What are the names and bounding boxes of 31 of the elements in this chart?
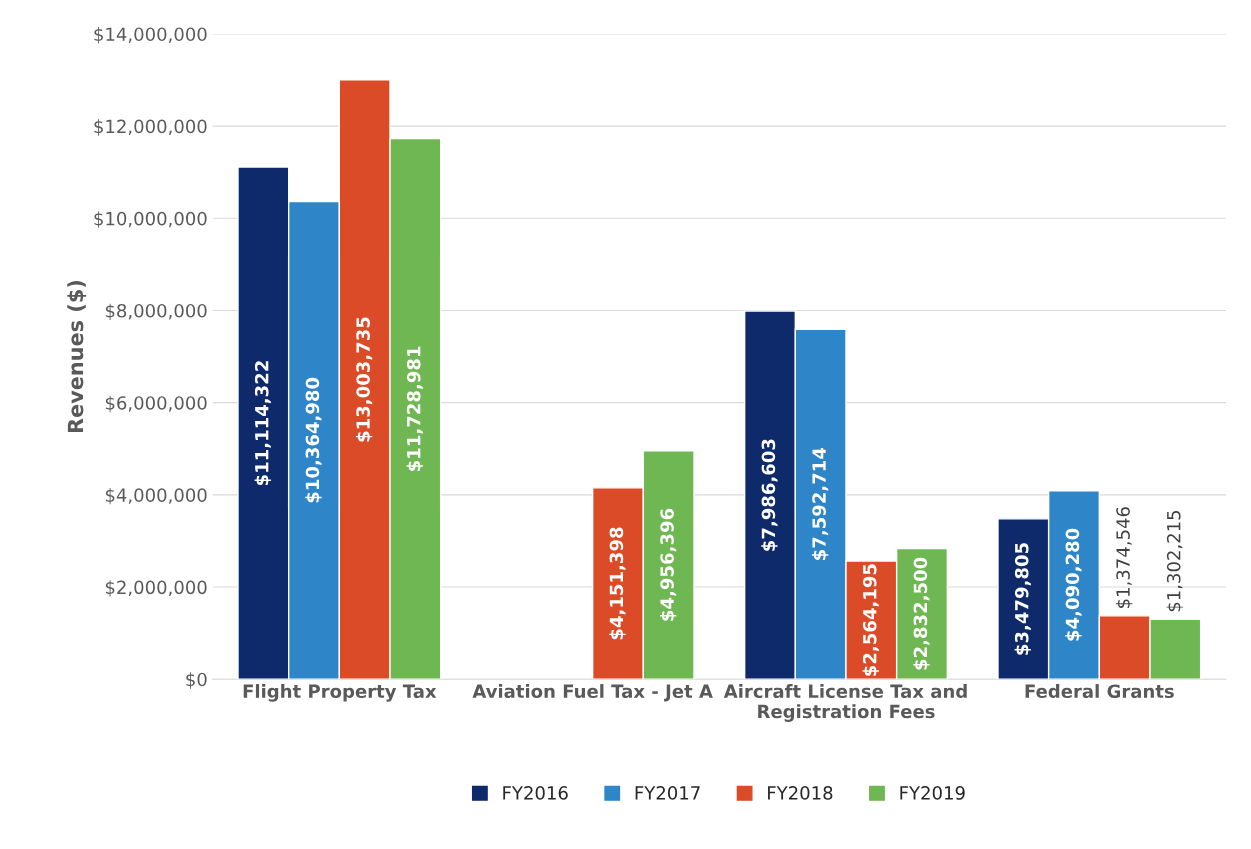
data-label: $1,374,546 bbox=[1115, 507, 1133, 608]
y-tick-label: $12,000,000 bbox=[94, 119, 207, 136]
y-tick-label: $4,000,000 bbox=[105, 487, 207, 505]
data-label: $2,564,195 bbox=[862, 564, 879, 676]
x-tick-label: Federal Grants bbox=[1025, 684, 1174, 699]
y-tick-label: $8,000,000 bbox=[105, 303, 207, 321]
y-tick-label: $2,000,000 bbox=[105, 580, 207, 597]
x-tick-label: Aviation Fuel Tax - Jet A bbox=[472, 684, 713, 702]
legend-label: FY2019 bbox=[900, 786, 965, 800]
data-label: $4,151,398 bbox=[609, 527, 626, 640]
data-label: $11,728,981 bbox=[406, 346, 423, 471]
y-tick-label: $10,000,000 bbox=[94, 211, 207, 228]
legend-label: FY2018 bbox=[768, 786, 833, 800]
data-label: $13,003,735 bbox=[355, 317, 373, 442]
data-label: $4,956,396 bbox=[659, 508, 677, 621]
data-label: $4,090,280 bbox=[1065, 528, 1082, 641]
y-axis-title: Revenues ($) bbox=[67, 280, 87, 433]
x-tick-label: Aircraft License Tax and Registration Fees bbox=[723, 684, 967, 722]
data-label: $10,364,980 bbox=[305, 377, 322, 503]
y-tick-label: $6,000,000 bbox=[105, 395, 207, 413]
data-label: $11,114,322 bbox=[254, 361, 271, 486]
data-label: $7,986,603 bbox=[761, 439, 778, 551]
data-label: $3,479,805 bbox=[1014, 543, 1031, 655]
y-tick-label: $14,000,000 bbox=[94, 27, 207, 44]
data-label: $7,592,714 bbox=[811, 447, 829, 560]
data-label: $1,302,215 bbox=[1166, 510, 1183, 612]
legend-label: FY2016 bbox=[503, 786, 568, 800]
legend-label: FY2017 bbox=[635, 786, 700, 800]
data-label: $2,832,500 bbox=[913, 557, 930, 670]
y-tick-label: $0 bbox=[186, 672, 207, 689]
x-tick-label: Flight Property Tax bbox=[243, 684, 437, 702]
